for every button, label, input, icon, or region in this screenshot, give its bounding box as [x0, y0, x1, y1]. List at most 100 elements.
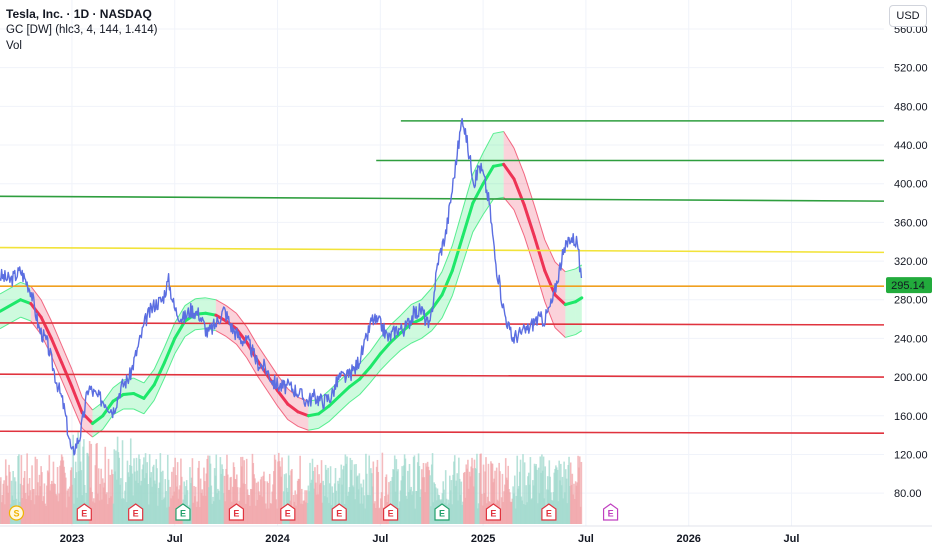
- band-upper-edge: [205, 297, 216, 301]
- band-center-line: [574, 296, 584, 304]
- volume-bar: [166, 454, 169, 524]
- volume-bar: [64, 477, 67, 524]
- volume-bar: [358, 473, 361, 524]
- volume-bar: [553, 472, 556, 524]
- volume-bar: [234, 479, 236, 524]
- volume-bar: [410, 486, 412, 524]
- volume-bar: [453, 461, 455, 524]
- volume-bar: [423, 477, 426, 524]
- volume-bar: [72, 434, 74, 524]
- volume-bar: [273, 454, 276, 524]
- volume-bar: [562, 498, 565, 524]
- volume-bar: [374, 501, 376, 524]
- volume-bar: [58, 493, 61, 524]
- volume-bar: [463, 471, 466, 524]
- indicator-label[interactable]: GC [DW] (hlc3, 4, 144, 1.414): [6, 24, 158, 36]
- volume-bar: [525, 485, 528, 524]
- volume-bar: [92, 501, 94, 524]
- volume-bar: [104, 446, 107, 524]
- volume-bar: [347, 491, 350, 524]
- volume-bar: [195, 506, 198, 524]
- volume-bar: [165, 491, 167, 524]
- earnings-icon: [485, 503, 501, 521]
- volume-bar: [429, 475, 431, 524]
- volume-bar: [338, 477, 341, 524]
- volume-bar: [369, 495, 371, 524]
- volume-bar: [406, 498, 408, 524]
- volume-bar: [526, 502, 528, 524]
- volume-bar: [391, 477, 394, 524]
- volume-bar: [454, 486, 457, 524]
- symbol-title[interactable]: Tesla, Inc. · 1D · NASDAQ: [6, 7, 152, 21]
- volume-bar: [419, 496, 422, 524]
- band-upper-edge: [482, 133, 494, 154]
- volume-bar: [368, 455, 371, 524]
- volume-bar: [378, 508, 380, 524]
- volume-bar: [263, 471, 265, 524]
- volume-bar: [198, 460, 200, 524]
- volume-bar: [49, 490, 51, 524]
- band-lower-edge: [421, 330, 433, 339]
- volume-bar: [202, 495, 204, 524]
- band-center-line: [19, 298, 33, 306]
- volume-bar: [306, 502, 309, 524]
- band-center-line: [440, 269, 454, 297]
- volume-bar: [532, 480, 534, 524]
- volume-bar: [27, 483, 29, 524]
- volume-bar: [532, 485, 535, 524]
- volume-bar: [560, 485, 563, 524]
- volume-bar: [105, 494, 107, 524]
- volume-bar: [211, 503, 213, 524]
- event-marker-label: E: [81, 509, 87, 519]
- volume-bar: [66, 490, 69, 524]
- volume-bar: [22, 485, 24, 524]
- volume-bar: [513, 493, 515, 524]
- volume-bar: [512, 486, 514, 524]
- volume-bar: [344, 454, 347, 524]
- currency-button[interactable]: USD: [889, 5, 927, 27]
- volume-bar: [14, 477, 16, 524]
- volume-bar: [37, 482, 39, 524]
- volume-bar: [199, 507, 201, 524]
- volume-bar: [541, 454, 543, 524]
- volume-bar: [334, 468, 337, 524]
- volume-bar: [94, 465, 97, 524]
- volume-bar: [318, 474, 320, 524]
- volume-bar: [324, 464, 327, 524]
- band-lower-edge: [102, 414, 114, 430]
- volume-bar: [162, 499, 165, 524]
- volume-bar: [92, 498, 95, 524]
- volume-bar: [319, 484, 321, 524]
- band-center-line: [461, 201, 475, 239]
- level-line-red: [0, 430, 885, 434]
- volume-bar: [407, 470, 409, 524]
- band-center-line: [337, 385, 351, 398]
- volume-bar: [402, 465, 405, 524]
- band-upper-edge: [451, 209, 464, 246]
- volume-bar: [521, 500, 523, 524]
- volume-bar: [148, 504, 150, 524]
- price-tick-label: 520.00: [894, 63, 928, 75]
- volume-label[interactable]: Vol: [6, 40, 22, 52]
- volume-bar: [266, 481, 269, 524]
- volume-bar: [4, 504, 6, 524]
- volume-bar: [248, 495, 250, 524]
- earnings-icon: [280, 503, 296, 521]
- volume-bar: [231, 486, 234, 524]
- band-lower-edge: [287, 419, 299, 427]
- band-center-line: [358, 365, 372, 381]
- volume-bar: [541, 470, 544, 524]
- volume-bar: [384, 476, 387, 524]
- volume-bar: [578, 456, 581, 524]
- volume-bar: [310, 482, 312, 524]
- volume-bar: [278, 461, 281, 524]
- event-marker-earn-future: E: [602, 503, 619, 521]
- volume-bar: [535, 464, 537, 524]
- volume-bar: [333, 483, 336, 524]
- volume-bar: [9, 471, 11, 524]
- earnings-icon: [434, 503, 450, 521]
- volume-bar: [277, 452, 280, 524]
- band-center-line: [306, 412, 321, 418]
- volume-bar: [413, 455, 416, 524]
